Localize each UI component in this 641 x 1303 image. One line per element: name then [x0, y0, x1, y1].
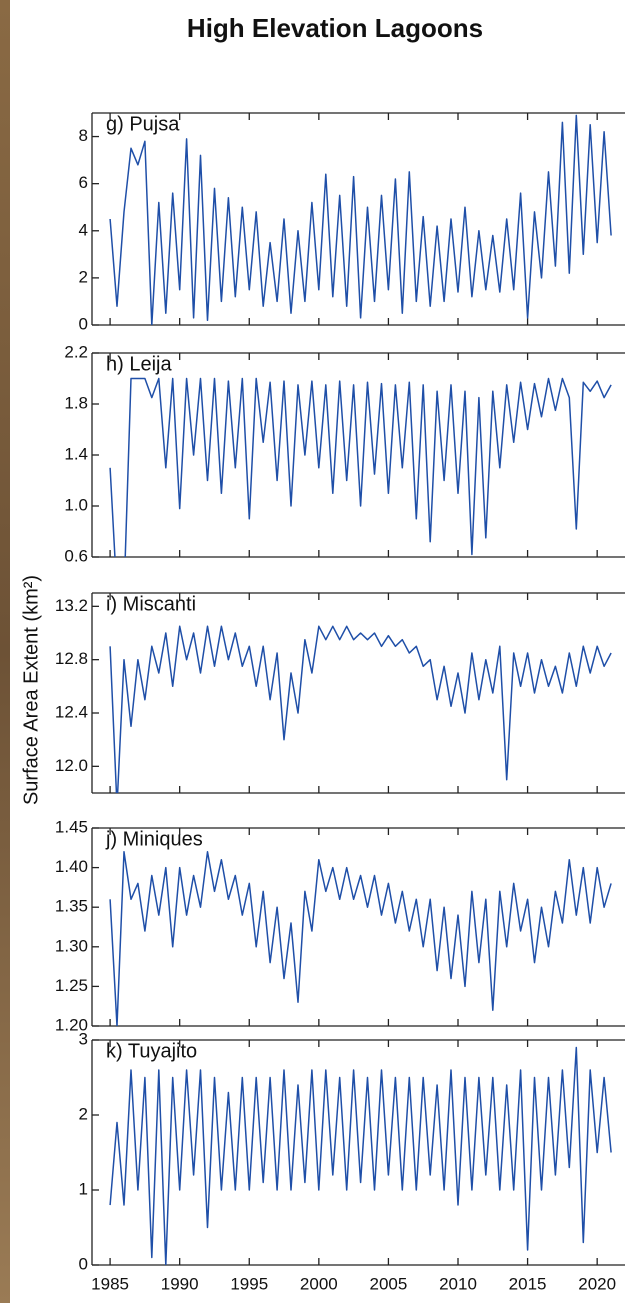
y-tick-label: 6	[79, 173, 88, 192]
panel-title: i) Miscanti	[106, 593, 196, 615]
x-tick-label: 1990	[161, 1274, 199, 1293]
y-tick-label: 8	[79, 126, 88, 145]
y-tick-label: 1	[79, 1179, 88, 1198]
y-tick-label: 3	[79, 1029, 88, 1048]
data-line	[109, 1046, 612, 1265]
x-tick-label: 2015	[509, 1274, 547, 1293]
background-strip	[0, 0, 10, 1303]
y-tick-label: 12.0	[55, 756, 88, 775]
y-tick-label: 2	[79, 1104, 88, 1123]
panel-title: g) Pujsa	[106, 113, 180, 135]
y-tick-label: 1.40	[55, 857, 88, 876]
panel-title: k) Tuyajito	[106, 1040, 197, 1062]
y-tick-label: 1.8	[64, 393, 88, 412]
panel-title: h) Leija	[106, 353, 172, 375]
x-tick-label: 1995	[230, 1274, 268, 1293]
y-tick-label: 2	[79, 267, 88, 286]
data-line	[109, 851, 612, 1026]
y-axis-label: Surface Area Extent (km²)	[20, 575, 42, 805]
x-tick-label: 2005	[370, 1274, 408, 1293]
panel-title: j) Miniques	[105, 828, 203, 850]
y-tick-label: 1.0	[64, 495, 88, 514]
y-tick-label: 1.45	[55, 817, 88, 836]
y-tick-label: 1.25	[55, 976, 88, 995]
figure-title: High Elevation Lagoons	[187, 13, 483, 43]
y-tick-label: 1.4	[64, 444, 88, 463]
y-tick-label: 1.35	[55, 897, 88, 916]
data-line	[109, 377, 612, 557]
x-tick-label: 2000	[300, 1274, 338, 1293]
y-tick-label: 4	[79, 220, 88, 239]
y-tick-label: 1.30	[55, 936, 88, 955]
y-tick-label: 12.8	[55, 649, 88, 668]
y-tick-label: 2.2	[64, 342, 88, 361]
y-tick-label: 0	[79, 1254, 88, 1273]
data-line	[109, 114, 612, 325]
data-line	[109, 625, 612, 793]
y-tick-label: 0.6	[64, 546, 88, 565]
y-tick-label: 1.20	[55, 1015, 88, 1034]
x-tick-label: 2010	[439, 1274, 477, 1293]
y-tick-label: 13.2	[55, 596, 88, 615]
x-tick-label: 1985	[91, 1274, 129, 1293]
x-tick-label: 2020	[578, 1274, 616, 1293]
y-tick-label: 0	[79, 314, 88, 333]
y-tick-label: 12.4	[55, 702, 88, 721]
